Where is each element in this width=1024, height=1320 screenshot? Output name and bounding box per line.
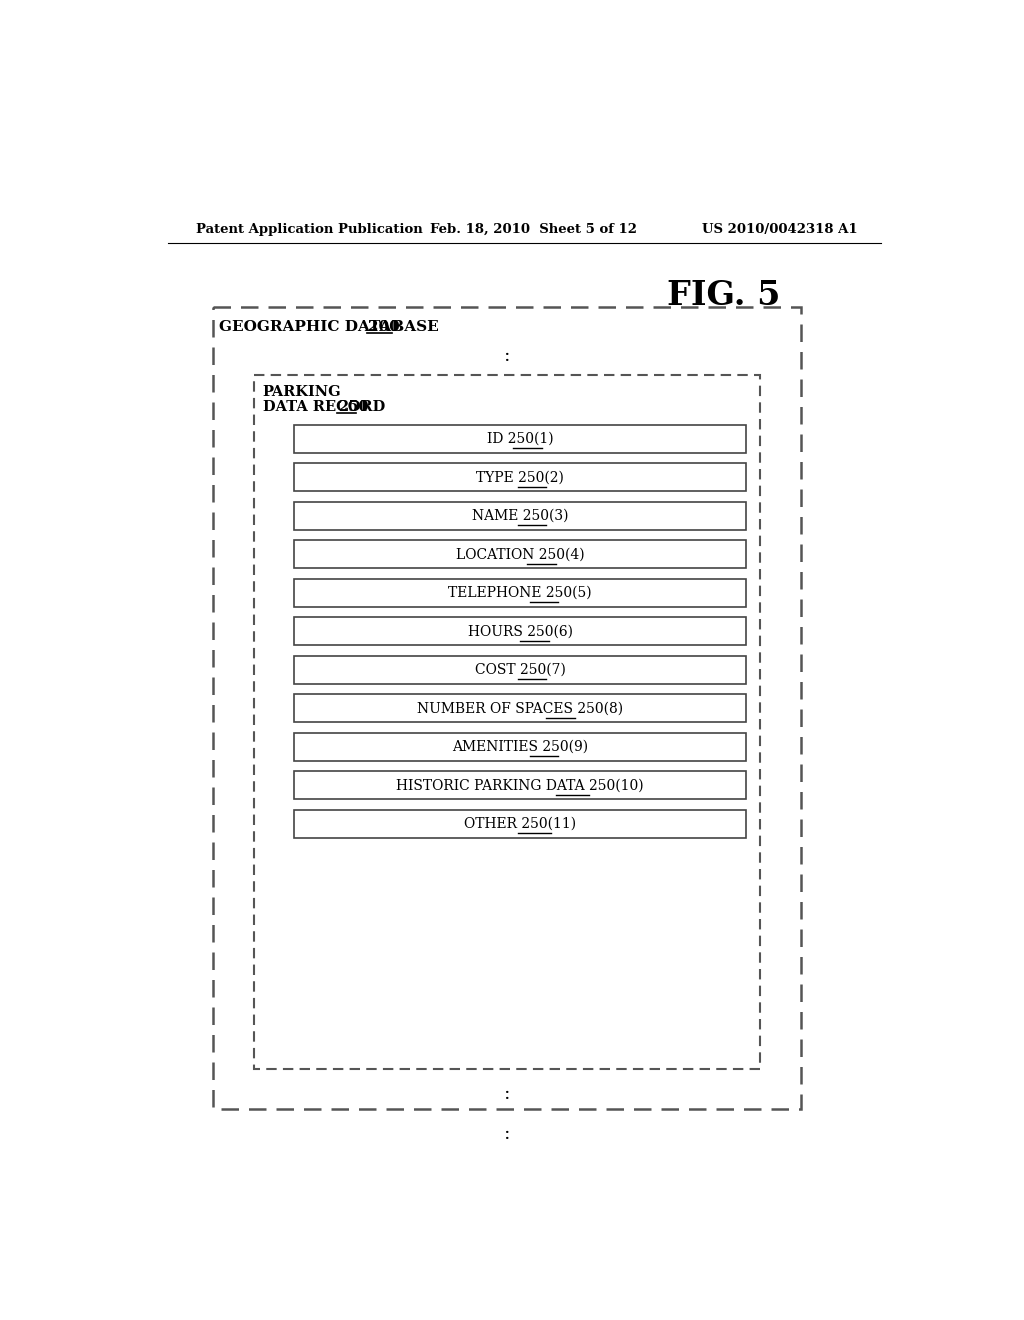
Bar xyxy=(294,771,746,799)
Bar xyxy=(254,375,761,1069)
Bar xyxy=(294,578,746,607)
Bar xyxy=(294,463,746,491)
Text: HISTORIC PARKING DATA 250(10): HISTORIC PARKING DATA 250(10) xyxy=(396,779,644,792)
Text: COST 250(7): COST 250(7) xyxy=(475,663,565,677)
Text: :: : xyxy=(504,1085,510,1104)
Text: DATA RECORD: DATA RECORD xyxy=(263,400,390,414)
Text: OTHER 250(11): OTHER 250(11) xyxy=(464,817,577,830)
Text: Patent Application Publication: Patent Application Publication xyxy=(197,223,423,236)
Text: :: : xyxy=(504,1125,510,1143)
Text: LOCATION 250(4): LOCATION 250(4) xyxy=(456,548,585,561)
Text: AMENITIES 250(9): AMENITIES 250(9) xyxy=(452,739,588,754)
Bar xyxy=(294,656,746,684)
Bar xyxy=(294,425,746,453)
Bar xyxy=(294,618,746,645)
Bar xyxy=(294,733,746,760)
Bar xyxy=(294,502,746,529)
Bar xyxy=(213,308,801,1109)
Text: NAME 250(3): NAME 250(3) xyxy=(472,508,568,523)
Text: Feb. 18, 2010  Sheet 5 of 12: Feb. 18, 2010 Sheet 5 of 12 xyxy=(430,223,637,236)
Text: GEOGRAPHIC DATABASE: GEOGRAPHIC DATABASE xyxy=(219,319,444,334)
Text: PARKING: PARKING xyxy=(263,384,341,399)
Text: 250: 250 xyxy=(338,400,369,414)
Text: TYPE 250(2): TYPE 250(2) xyxy=(476,470,564,484)
Bar xyxy=(294,810,746,838)
Text: FIG. 5: FIG. 5 xyxy=(667,279,780,312)
Text: NUMBER OF SPACES 250(8): NUMBER OF SPACES 250(8) xyxy=(417,701,624,715)
Text: 200: 200 xyxy=(369,319,400,334)
Bar xyxy=(294,540,746,568)
Text: US 2010/0042318 A1: US 2010/0042318 A1 xyxy=(701,223,857,236)
Bar xyxy=(294,694,746,722)
Text: :: : xyxy=(504,347,510,366)
Text: TELEPHONE 250(5): TELEPHONE 250(5) xyxy=(449,586,592,599)
Text: HOURS 250(6): HOURS 250(6) xyxy=(468,624,572,638)
Text: ID 250(1): ID 250(1) xyxy=(486,432,553,446)
